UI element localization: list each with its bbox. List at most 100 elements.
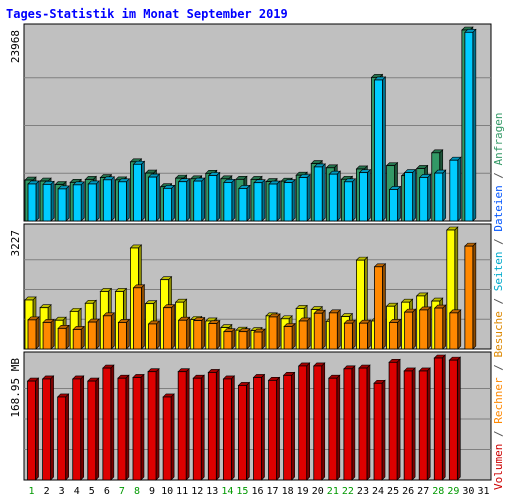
bar-side — [261, 328, 266, 350]
bar-side — [155, 367, 160, 481]
bar-side — [95, 180, 100, 222]
bar — [328, 377, 338, 481]
bar — [208, 323, 218, 350]
bar — [404, 311, 414, 350]
day-label: 26 — [402, 486, 414, 497]
day-label: 14 — [221, 486, 233, 497]
day-label: 7 — [119, 486, 125, 497]
bar — [373, 382, 383, 481]
bar — [389, 322, 398, 350]
bar-side — [231, 178, 236, 222]
bar-side — [352, 178, 356, 222]
bar — [178, 181, 188, 222]
legend-entry: / — [492, 424, 505, 444]
bar — [283, 182, 293, 222]
bar-side — [110, 364, 115, 481]
bar-side — [50, 180, 55, 222]
bar-side — [351, 365, 356, 481]
bar — [464, 245, 474, 350]
bar-side — [50, 375, 54, 481]
bar-side — [397, 318, 401, 350]
bar-side — [336, 374, 341, 481]
bar — [403, 370, 413, 481]
bar — [298, 177, 308, 222]
panel-visits: 3227 — [9, 223, 492, 350]
bar — [102, 179, 112, 222]
bar-side — [80, 181, 85, 222]
bar-side — [321, 362, 326, 481]
bar — [298, 320, 308, 350]
bar-side — [457, 309, 462, 350]
bar-side — [80, 375, 85, 481]
day-label: 8 — [134, 486, 140, 497]
bar — [464, 31, 474, 222]
day-label: 28 — [432, 486, 444, 497]
bar-side — [111, 312, 115, 350]
bar — [328, 173, 338, 222]
bar — [133, 287, 142, 350]
bar — [42, 378, 51, 481]
bar-side — [186, 177, 190, 222]
bar-side — [246, 381, 250, 481]
bar — [313, 166, 323, 222]
bar-side — [321, 309, 326, 350]
legend-entry: / — [492, 358, 505, 378]
bar-side — [95, 318, 100, 350]
bar-side — [95, 377, 100, 481]
legend-entry: Volumen — [492, 444, 505, 490]
bar-side — [126, 178, 130, 222]
bar-side — [171, 184, 175, 222]
bar-side — [125, 374, 130, 481]
right-legend: Volumen / Rechner / Besuche / Seiten / D… — [492, 112, 505, 490]
bar — [72, 184, 82, 222]
bar — [268, 316, 278, 350]
bar-side — [35, 180, 40, 222]
bar — [253, 182, 263, 222]
bar — [147, 371, 157, 481]
bar-side — [231, 375, 235, 481]
bar-side — [200, 374, 205, 481]
day-label: 6 — [104, 486, 110, 497]
bar-side — [336, 309, 341, 350]
bar-side — [472, 28, 477, 222]
bar — [72, 378, 82, 481]
legend-entry: Rechner — [492, 377, 505, 424]
bar — [102, 315, 112, 350]
day-labels: 1 2 3 4 5 6 7 8 9 10 11 12 13 14 15 16 17 18 19 20 21 22 23 24 2… — [29, 486, 490, 497]
panel-hits: 23968 — [9, 23, 492, 222]
bar-side — [291, 178, 296, 222]
day-label: 13 — [206, 486, 218, 497]
bar-side — [111, 176, 115, 222]
bar-side — [291, 371, 295, 481]
bar-side — [382, 263, 386, 350]
day-label: 16 — [251, 486, 263, 497]
bar — [448, 359, 458, 481]
legend-entry: / — [492, 165, 505, 185]
y-max-label: 168.95 MB — [9, 358, 22, 418]
bar-side — [412, 308, 416, 350]
bar-side — [216, 319, 221, 350]
bar-side — [50, 318, 55, 350]
bar-side — [276, 376, 280, 481]
bar — [404, 172, 414, 222]
bar-side — [35, 316, 40, 350]
bar-side — [156, 320, 160, 350]
bar — [343, 322, 353, 350]
bar — [72, 329, 82, 350]
bar-side — [201, 316, 206, 350]
bar-side — [65, 185, 70, 222]
bar — [117, 377, 127, 481]
legend-entry: Dateien — [492, 185, 505, 231]
day-label: 2 — [44, 486, 50, 497]
bar — [238, 188, 248, 222]
legend-entry: Seiten — [492, 252, 505, 292]
bar-side — [426, 367, 431, 481]
bar — [148, 176, 157, 222]
day-label: 15 — [236, 486, 248, 497]
bar — [87, 183, 97, 222]
bar — [298, 365, 308, 481]
bar-side — [441, 354, 446, 481]
bar — [102, 367, 112, 481]
bar — [434, 172, 444, 222]
bar — [343, 181, 353, 222]
